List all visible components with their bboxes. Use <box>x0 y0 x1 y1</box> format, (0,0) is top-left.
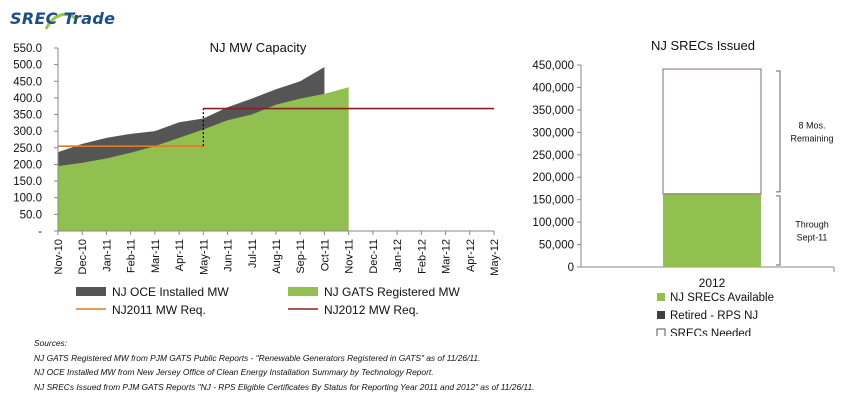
y-tick-label: 450.0 <box>13 76 42 88</box>
legend-label: NJ SRECs Available <box>670 292 774 304</box>
source-line: NJ OCE Installed MW from New Jersey Offi… <box>34 367 434 378</box>
logo-text: SREC Trade <box>10 9 116 28</box>
y-tick-label: 250,000 <box>532 150 574 162</box>
legend-swatch <box>656 328 666 336</box>
annotation-label: Sept-11 <box>797 232 828 242</box>
legend-label: NJ OCE Installed MW <box>112 285 229 299</box>
logo-swoosh-icon <box>44 12 78 30</box>
x-tick-label: Oct-11 <box>319 239 331 271</box>
x-tick-label: Feb-12 <box>416 239 428 274</box>
x-tick-label: Dec-11 <box>368 239 380 274</box>
x-tick-label: May-11 <box>198 239 210 275</box>
legend-label: NJ2011 MW Req. <box>112 303 206 317</box>
stacked-bar-segment <box>663 193 761 267</box>
chart-title: NJ SRECs Issued <box>651 38 755 53</box>
x-tick-label: Mar-11 <box>150 239 162 273</box>
x-tick-label: Nov-10 <box>53 239 65 274</box>
y-tick-label: 400,000 <box>532 82 574 94</box>
y-tick-label: 550.0 <box>13 43 42 55</box>
legend-label: SRECs Needed <box>670 328 751 336</box>
x-tick-label: Sep-11 <box>295 239 307 274</box>
x-tick-label: 2012 <box>699 276 726 290</box>
x-tick-label: Jan-12 <box>392 239 404 273</box>
srecs-issued-chart: NJ SRECs Issued 0 50,000 100,000 150,000 200,… <box>532 38 835 336</box>
x-tick-label: Aug-11 <box>271 239 283 274</box>
y-tick-label: - <box>38 226 42 238</box>
legend-swatch <box>76 287 106 296</box>
legend-label: NJ2012 MW Req. <box>324 303 419 317</box>
y-tick-label: 350.0 <box>13 110 42 122</box>
annotation-bracket <box>776 70 781 193</box>
annotation-label: 8 Mos. <box>798 120 825 130</box>
x-tick-label: Dec-10 <box>77 239 89 274</box>
x-tick-label: Apr-12 <box>465 239 477 272</box>
srec-trade-logo: SREC Trade <box>8 7 126 37</box>
y-tick-label: 100.0 <box>13 193 42 205</box>
x-tick-label: Jul-11 <box>247 239 259 268</box>
y-tick-label: 0 <box>568 262 574 274</box>
legend-label: Retired - RPS NJ <box>670 310 758 322</box>
x-tick-label: Jun-11 <box>223 239 235 272</box>
y-tick-label: 150.0 <box>13 176 42 188</box>
stacked-bar-segment <box>662 68 762 195</box>
source-line: NJ GATS Registered MW from PJM GATS Publ… <box>34 352 481 363</box>
legend-label: NJ GATS Registered MW <box>324 285 460 299</box>
y-tick-label: 50.0 <box>20 209 42 221</box>
y-tick-label: 250.0 <box>13 143 42 155</box>
y-tick-label: 200.0 <box>13 159 42 171</box>
y-tick-label: 100,000 <box>532 217 574 229</box>
x-tick-label: Jan-11 <box>101 239 113 272</box>
source-line: NJ SRECs Issued from PJM GATS Reports "N… <box>34 381 535 392</box>
y-tick-label: 300,000 <box>532 127 574 139</box>
annotation-label: Remaining <box>790 133 833 143</box>
y-tick-label: 450,000 <box>532 60 574 72</box>
x-tick-label: Apr-11 <box>174 239 186 271</box>
x-tick-label: Mar-12 <box>441 239 453 274</box>
y-tick-label: 200,000 <box>532 172 574 184</box>
mw-capacity-chart: NJ MW Capacity - 50.0 100.0 150.0 200.0 250.0 3… <box>13 40 501 317</box>
sources-heading: Sources: <box>34 338 68 348</box>
x-tick-label: Feb-11 <box>126 239 138 273</box>
annotation-label: Through <box>795 219 829 229</box>
y-tick-label: 50,000 <box>539 240 574 252</box>
y-tick-label: 400.0 <box>13 93 42 105</box>
y-tick-label: 500.0 <box>13 60 42 72</box>
sources-block: Sources: NJ GATS Registered MW from PJM … <box>34 336 534 394</box>
annotation-bracket <box>776 195 781 266</box>
x-tick-label: Nov-11 <box>344 239 356 274</box>
chart-title: NJ MW Capacity <box>210 40 307 55</box>
y-tick-label: 150,000 <box>532 195 574 207</box>
legend-swatch <box>657 311 665 319</box>
x-tick-label: May-12 <box>489 239 501 276</box>
series-area <box>58 87 349 232</box>
y-tick-label: 350,000 <box>532 105 574 117</box>
legend-swatch <box>288 287 318 296</box>
y-tick-label: 300.0 <box>13 126 42 138</box>
legend-swatch <box>657 293 665 301</box>
